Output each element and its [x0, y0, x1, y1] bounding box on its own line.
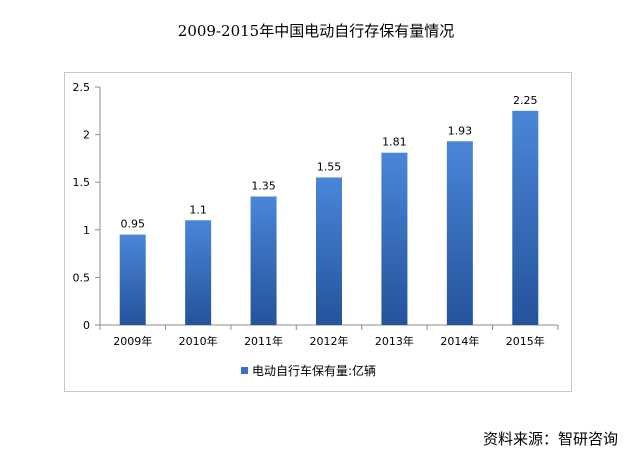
bar — [381, 152, 408, 325]
bar — [316, 177, 342, 325]
bar — [512, 110, 539, 325]
bars — [119, 110, 539, 325]
chart-frame — [64, 72, 572, 392]
x-tick-label: 2014年 — [440, 334, 479, 348]
data-label: 1.55 — [317, 160, 342, 173]
legend-label: 电动自行车保有量:亿辆 — [252, 364, 377, 378]
data-label: 2.25 — [513, 94, 538, 107]
data-label: 1.93 — [448, 124, 473, 137]
source-note: 资料来源：智研咨询 — [482, 430, 618, 448]
y-tick-label: 0.5 — [73, 271, 91, 284]
bar — [446, 141, 473, 325]
y-tick-label: 1 — [83, 224, 90, 237]
x-tick-label: 2011年 — [244, 334, 283, 348]
data-label: 0.95 — [120, 218, 145, 231]
labels: 0.95 2009年 1.1 2010年 1.35 2011年 1.55 2012年 1.81 2… — [113, 94, 545, 348]
legend: 电动自行车保有量:亿辆 — [241, 362, 376, 379]
y-tick-label: 2.5 — [73, 81, 91, 94]
x-tick-label: 2013年 — [375, 334, 414, 348]
x-tick-label: 2012年 — [310, 334, 349, 348]
x-tick-label: 2015年 — [506, 334, 545, 348]
y-tick-label: 2 — [83, 129, 90, 142]
data-label: 1.81 — [382, 136, 407, 149]
x-tick-label: 2009年 — [113, 334, 152, 348]
y-tick-label: 0 — [83, 319, 90, 332]
bar — [185, 220, 212, 325]
y-tick-label: 1.5 — [73, 176, 91, 189]
chart-title: 2009-2015年中国电动自行存保有量情况 — [177, 22, 455, 40]
data-label: 1.35 — [251, 179, 276, 192]
legend-swatch — [241, 367, 248, 374]
bar — [250, 196, 277, 325]
x-tick-label: 2010年 — [179, 334, 218, 348]
data-label: 1.1 — [189, 203, 207, 216]
bar — [119, 234, 146, 325]
